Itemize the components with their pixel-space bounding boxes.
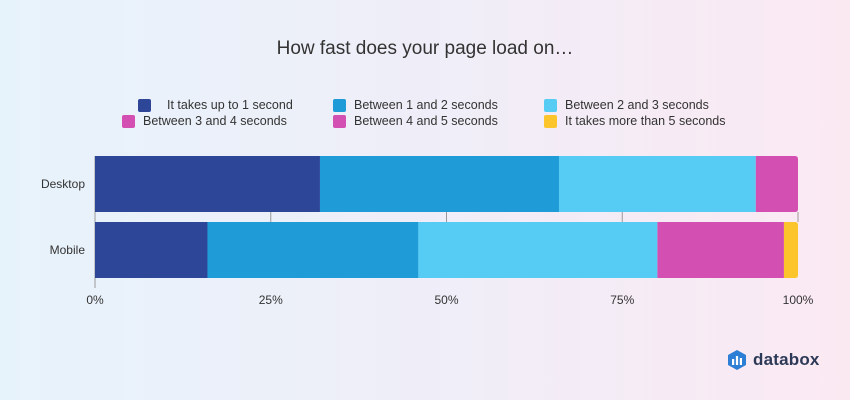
- brand-name: databox: [753, 350, 820, 369]
- legend-item: It takes up to 1 second: [138, 98, 293, 112]
- bar-segment: [418, 222, 658, 278]
- bar-segment: [95, 222, 208, 278]
- x-tick-label: 25%: [259, 293, 283, 307]
- databox-logo: databox: [727, 349, 820, 371]
- legend-swatch: [333, 114, 346, 128]
- legend-item: Between 2 and 3 seconds: [544, 98, 709, 112]
- legend-item: It takes more than 5 seconds: [544, 114, 726, 128]
- legend-label: Between 4 and 5 seconds: [354, 114, 498, 128]
- x-tick-label: 0%: [86, 293, 104, 307]
- bar-segment: [207, 222, 419, 278]
- legend-swatch: [122, 114, 135, 128]
- legend-item: Between 1 and 2 seconds: [333, 98, 498, 112]
- legend-label: It takes more than 5 seconds: [565, 114, 726, 128]
- databox-logo-icon: [728, 350, 746, 370]
- bar-segment: [319, 156, 559, 212]
- legend-item: Between 3 and 4 seconds: [122, 114, 287, 128]
- legend-label: It takes up to 1 second: [167, 98, 293, 112]
- category-label: Mobile: [50, 243, 86, 257]
- bar-segment: [755, 156, 798, 212]
- chart-title: How fast does your page load on…: [276, 38, 574, 59]
- bar-segment: [783, 222, 798, 278]
- legend-swatch: [544, 98, 557, 112]
- legend-item: Between 4 and 5 seconds: [333, 114, 498, 128]
- x-tick-label: 50%: [434, 293, 458, 307]
- x-tick-label: 100%: [783, 293, 814, 307]
- bar-segment: [95, 156, 320, 212]
- category-label: Desktop: [41, 177, 85, 191]
- legend-label: Between 2 and 3 seconds: [565, 98, 709, 112]
- bar-segment: [657, 222, 784, 278]
- legend-swatch: [138, 98, 151, 112]
- legend-swatch: [333, 98, 346, 112]
- x-tick-label: 75%: [610, 293, 634, 307]
- legend-label: Between 3 and 4 seconds: [143, 114, 287, 128]
- legend-label: Between 1 and 2 seconds: [354, 98, 498, 112]
- legend-swatch: [544, 114, 557, 128]
- bar-segment: [558, 156, 756, 212]
